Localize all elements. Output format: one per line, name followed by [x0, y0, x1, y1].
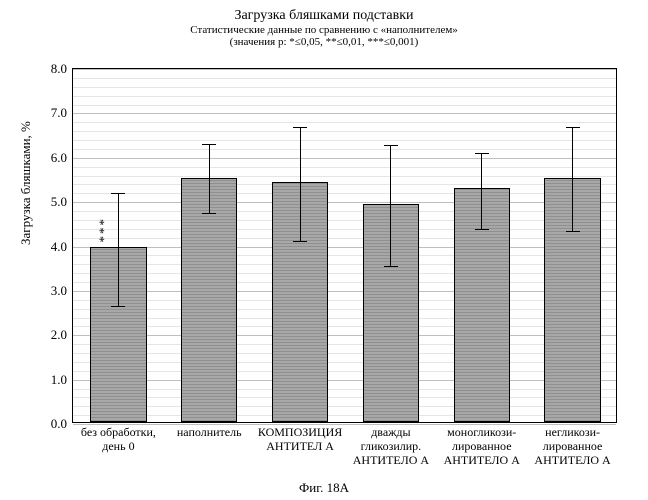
gridline-minor: [73, 282, 616, 283]
error-bar: [300, 127, 301, 241]
significance-marker: ***: [96, 217, 112, 243]
error-cap: [202, 213, 216, 214]
gridline-minor: [73, 406, 616, 407]
y-tick-label: 5.0: [51, 194, 73, 210]
gridline-minor: [73, 229, 616, 230]
gridline-major: [73, 113, 616, 114]
gridline-minor: [73, 353, 616, 354]
y-tick-label: 3.0: [51, 283, 73, 299]
gridline-major: [73, 247, 616, 248]
gridline-major: [73, 69, 616, 70]
x-category-label: КОМПОЗИЦИЯАНТИТЕЛ A: [251, 422, 350, 454]
error-cap: [111, 306, 125, 307]
x-category-label: наполнитель: [160, 422, 259, 440]
gridline-minor: [73, 78, 616, 79]
y-tick-label: 4.0: [51, 239, 73, 255]
x-category-label: моногликози-лированноеАНТИТЕЛО A: [432, 422, 531, 467]
y-tick-label: 6.0: [51, 150, 73, 166]
error-cap: [475, 229, 489, 230]
gridline-minor: [73, 344, 616, 345]
error-cap: [566, 127, 580, 128]
gridline-minor: [73, 167, 616, 168]
gridline-minor: [73, 309, 616, 310]
error-bar: [209, 144, 210, 213]
gridline-minor: [73, 176, 616, 177]
gridline-major: [73, 380, 616, 381]
y-tick-label: 8.0: [51, 61, 73, 77]
bar: [181, 178, 237, 422]
gridline-major: [73, 158, 616, 159]
error-cap: [384, 145, 398, 146]
gridline-minor: [73, 362, 616, 363]
gridline-minor: [73, 149, 616, 150]
gridline-minor: [73, 264, 616, 265]
gridline-minor: [73, 300, 616, 301]
chart-subtitle-2: (значения p: *≤0,05, **≤0,01, ***≤0,001): [0, 36, 648, 48]
error-cap: [384, 266, 398, 267]
gridline-minor: [73, 255, 616, 256]
plot-area: 0.01.02.03.04.05.06.07.08.0***без обрабо…: [72, 68, 617, 423]
gridline-minor: [73, 131, 616, 132]
gridline-minor: [73, 326, 616, 327]
x-category-label: негликози-лированноеАНТИТЕЛО A: [523, 422, 622, 467]
bar-hatch: [182, 179, 236, 421]
gridline-minor: [73, 184, 616, 185]
error-cap: [293, 241, 307, 242]
gridline-major: [73, 291, 616, 292]
chart-titles: Загрузка бляшками подставки Статистическ…: [0, 0, 648, 48]
gridline-minor: [73, 220, 616, 221]
error-cap: [293, 127, 307, 128]
gridline-major: [73, 202, 616, 203]
error-cap: [202, 144, 216, 145]
gridline-minor: [73, 105, 616, 106]
error-bar: [390, 145, 391, 266]
gridline-minor: [73, 122, 616, 123]
y-axis-label: Загрузка бляшками, %: [18, 121, 34, 245]
error-cap: [566, 231, 580, 232]
chart-container: Загрузка бляшками подставки Статистическ…: [0, 0, 648, 500]
gridline-minor: [73, 193, 616, 194]
error-bar: [481, 153, 482, 228]
chart-subtitle-1: Статистические данные по сравнению с «на…: [0, 24, 648, 36]
gridline-minor: [73, 96, 616, 97]
y-tick-label: 1.0: [51, 372, 73, 388]
gridline-minor: [73, 389, 616, 390]
figure-caption: Фиг. 18A: [0, 480, 648, 496]
gridline-minor: [73, 211, 616, 212]
chart-title: Загрузка бляшками подставки: [0, 8, 648, 24]
y-tick-label: 2.0: [51, 327, 73, 343]
gridline-minor: [73, 318, 616, 319]
x-category-label: без обработки,день 0: [69, 422, 168, 454]
error-cap: [111, 193, 125, 194]
x-category-label: дваждыгликозилир.АНТИТЕЛО A: [342, 422, 441, 467]
y-tick-label: 7.0: [51, 105, 73, 121]
gridline-major: [73, 335, 616, 336]
gridline-minor: [73, 140, 616, 141]
gridline-minor: [73, 397, 616, 398]
gridline-minor: [73, 238, 616, 239]
gridline-minor: [73, 273, 616, 274]
error-cap: [475, 153, 489, 154]
error-bar: [572, 127, 573, 231]
gridline-minor: [73, 371, 616, 372]
plot-wrap: 0.01.02.03.04.05.06.07.08.0***без обрабо…: [72, 68, 617, 423]
gridline-minor: [73, 87, 616, 88]
error-bar: [118, 193, 119, 306]
gridline-minor: [73, 415, 616, 416]
